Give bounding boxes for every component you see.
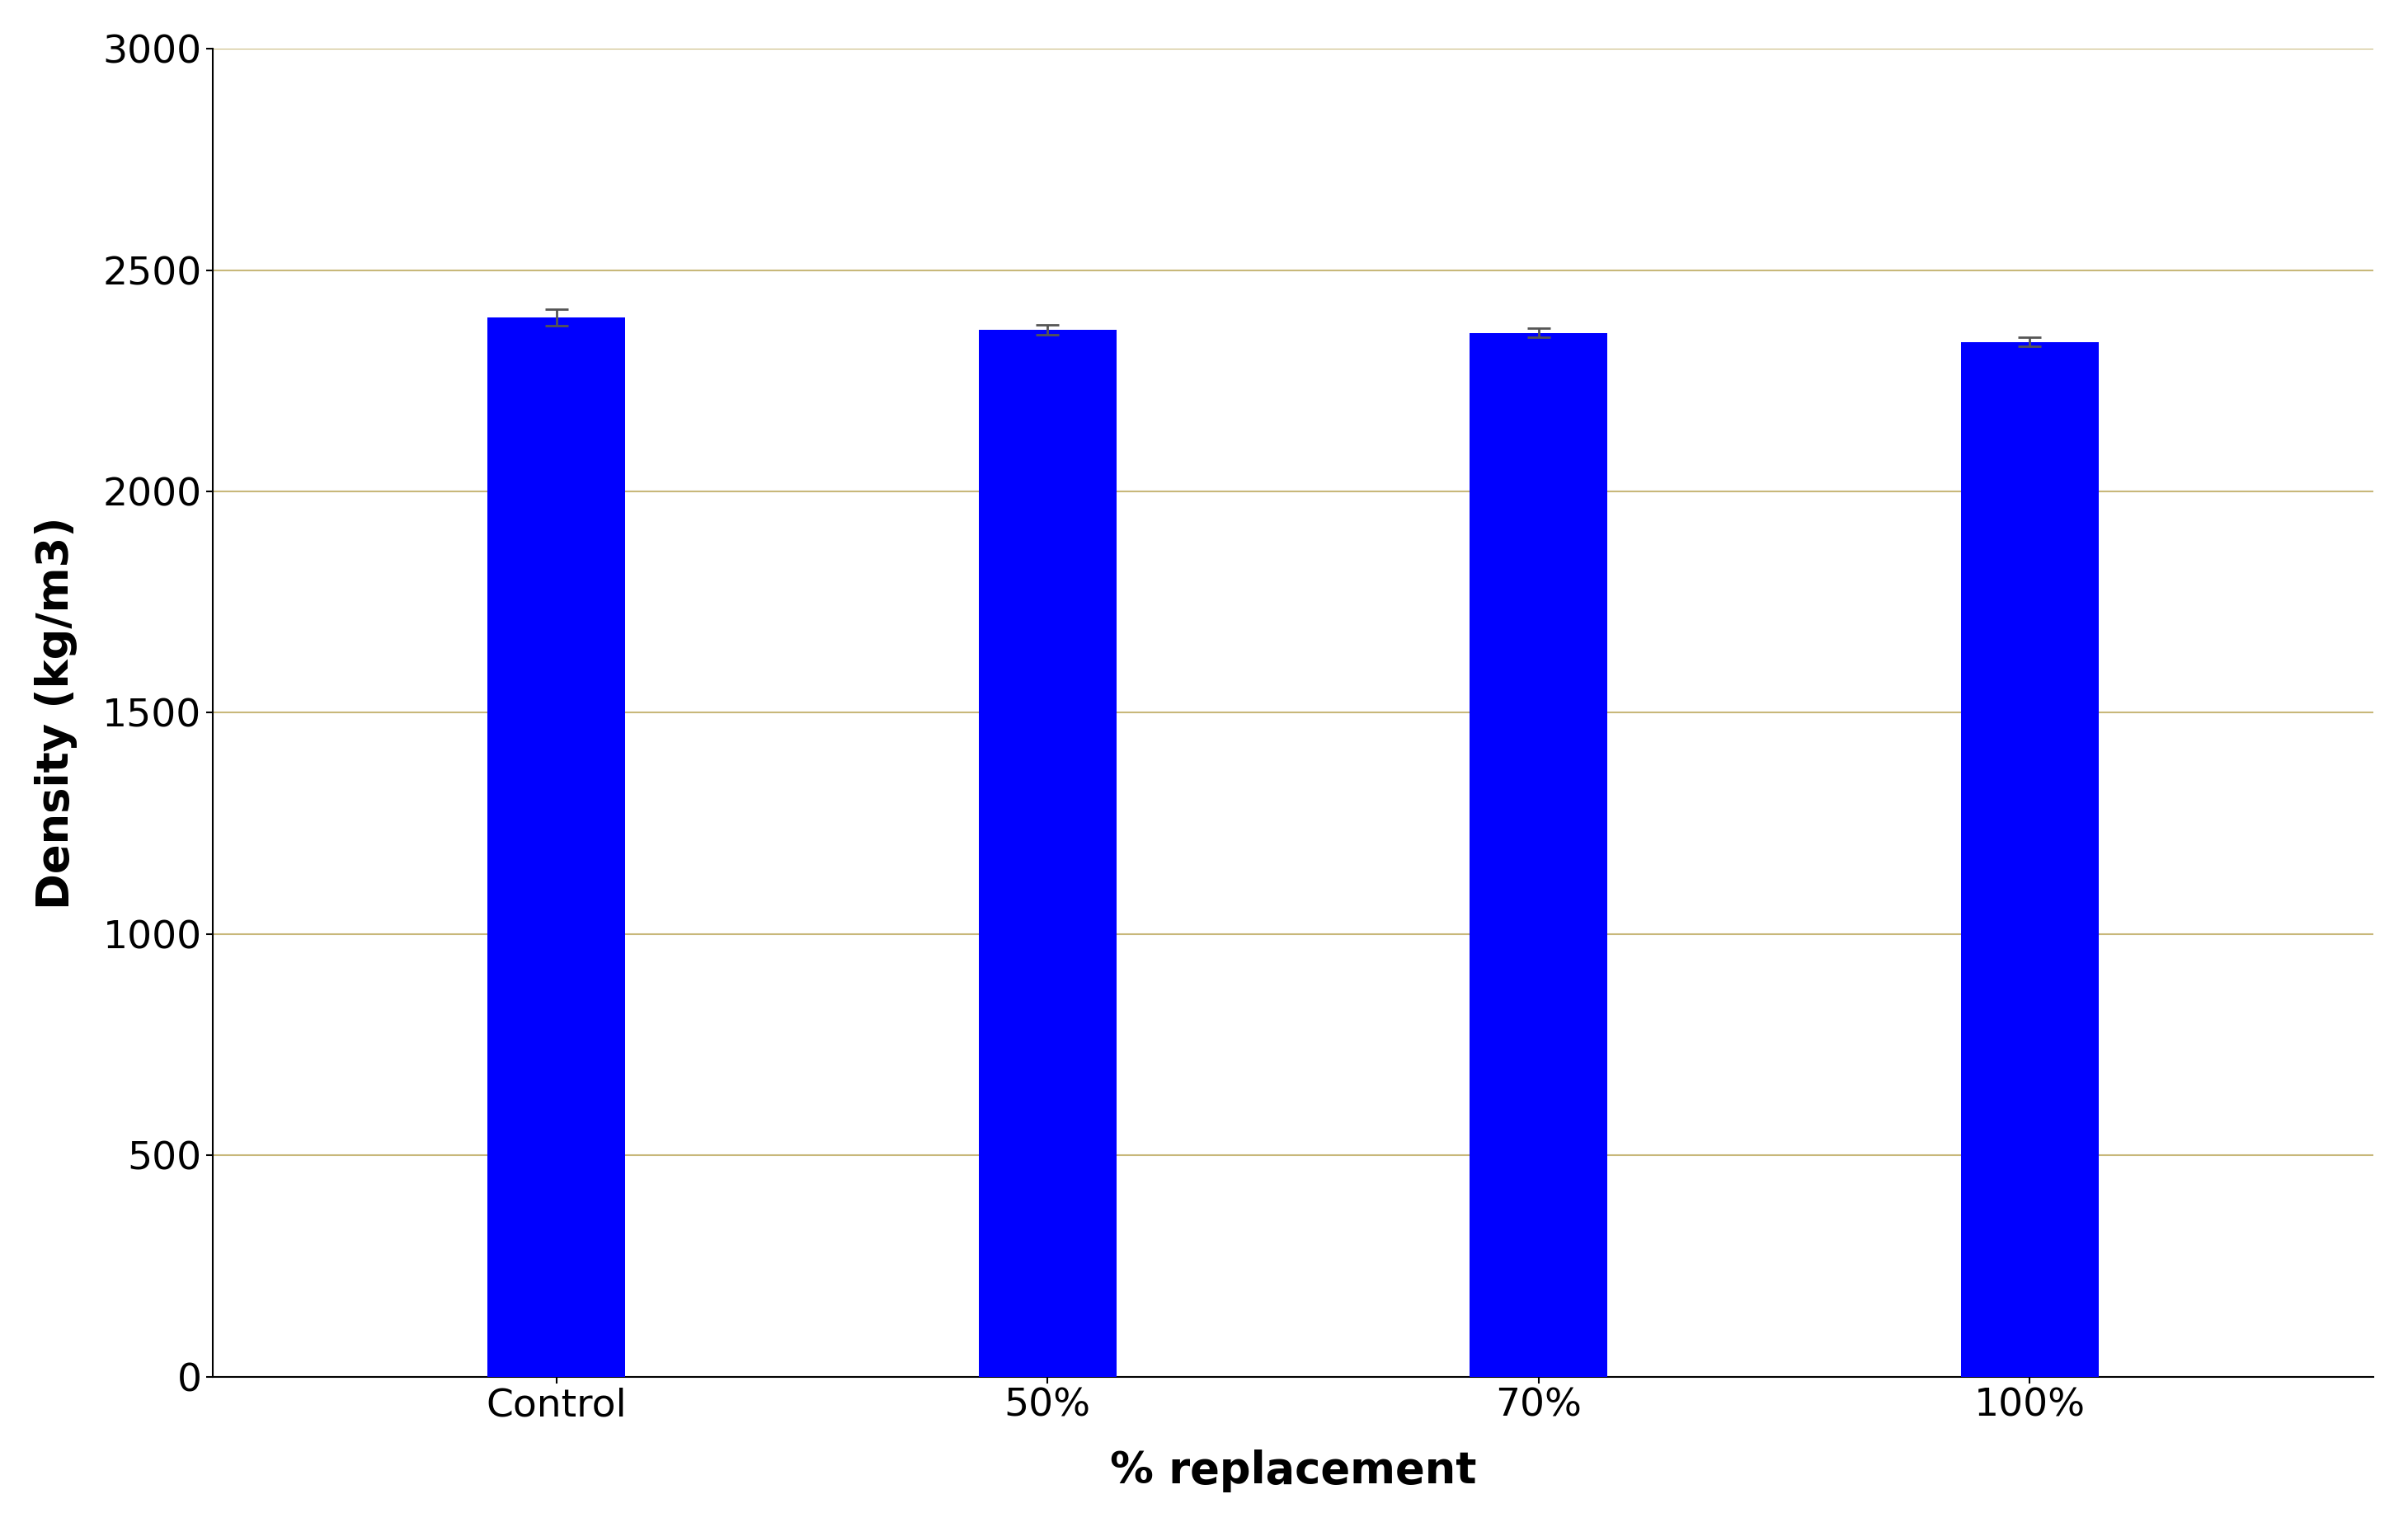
Y-axis label: Density (kg/m3): Density (kg/m3) [34,516,77,909]
Bar [1469,333,1609,1377]
Bar [486,318,626,1377]
X-axis label: % replacement: % replacement [1110,1449,1476,1493]
Bar [978,330,1117,1377]
Bar [1960,342,2100,1377]
